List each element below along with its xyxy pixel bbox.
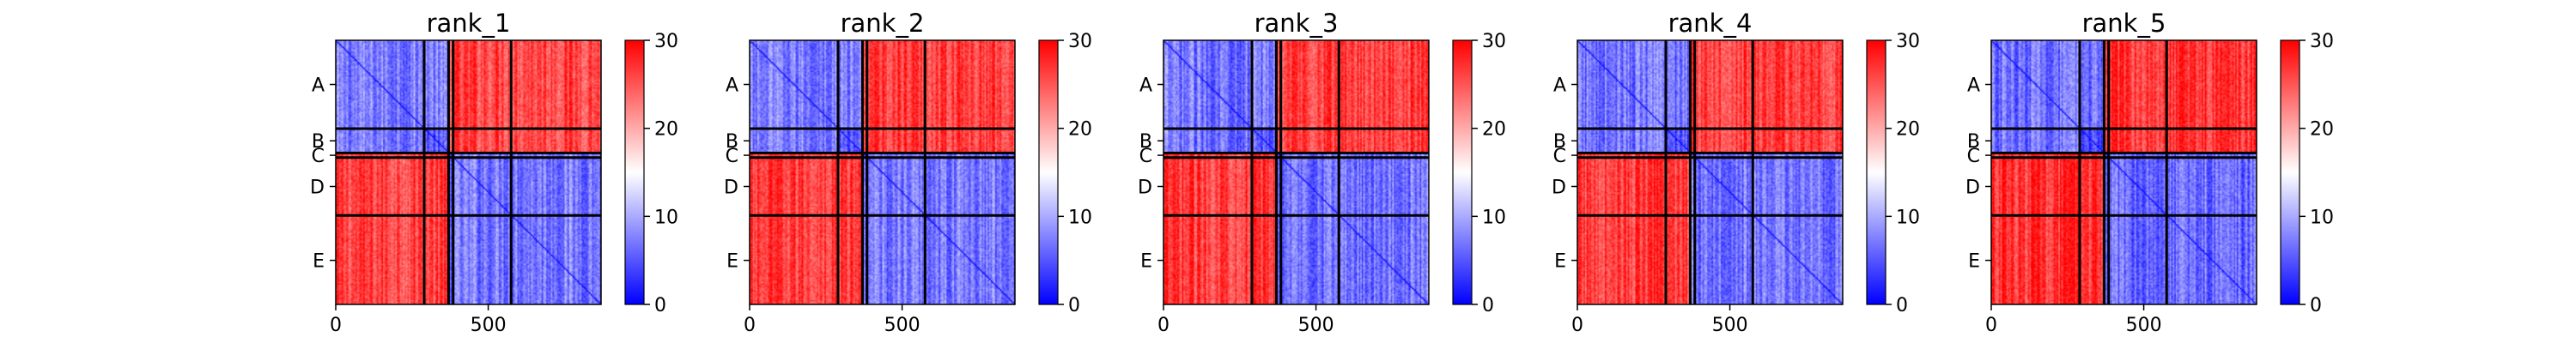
panel-title: rank_4 (1668, 9, 1753, 38)
y-group-label: E (1140, 251, 1152, 273)
colorbar-tick-label: 10 (1482, 207, 1506, 228)
y-group-label: B (1967, 131, 1980, 153)
y-group-label: E (313, 251, 325, 273)
x-tick-label: 500 (1712, 315, 1748, 336)
colorbar-tick-label: 0 (1068, 295, 1080, 316)
x-tick-label: 0 (1985, 315, 1997, 336)
y-group-label: A (1553, 75, 1566, 96)
y-group-label: E (1968, 251, 1980, 273)
y-group-label: C (1139, 146, 1152, 167)
colorbar-tick-label: 20 (654, 119, 678, 141)
colorbar (624, 39, 645, 305)
colorbar (2280, 39, 2300, 305)
colorbar-tick-label: 10 (654, 207, 678, 228)
y-group-label: A (1967, 75, 1980, 96)
colorbar-tick-label: 10 (1896, 207, 1920, 228)
heatmap-image (336, 40, 601, 304)
panel-title: rank_3 (1255, 9, 1339, 38)
colorbar-tick-label: 20 (2310, 119, 2334, 141)
colorbar (1866, 39, 1886, 305)
y-group-label: D (1965, 177, 1980, 198)
y-group-label: B (1139, 131, 1152, 153)
x-tick-label: 0 (1571, 315, 1583, 336)
colorbar-tick-label: 10 (1068, 207, 1092, 228)
y-group-label: B (726, 131, 738, 153)
y-group-label: A (312, 75, 325, 96)
x-tick-label: 500 (471, 315, 507, 336)
panel-4: rank_4 A BCD E 0 500 0 10 20 30 (1552, 9, 1920, 336)
y-group-label: C (726, 146, 738, 167)
colorbar-tick-label: 0 (1482, 295, 1494, 316)
y-group-label: D (1138, 177, 1152, 198)
panel-5: rank_5 A BCD E 0 500 0 10 20 30 (1965, 9, 2334, 336)
x-tick-label: 500 (2126, 315, 2162, 336)
heatmap-image (1163, 40, 1429, 304)
x-tick-label: 0 (744, 315, 756, 336)
y-group-label: B (1553, 131, 1566, 153)
y-group-label: D (1552, 177, 1566, 198)
heatmap-image (1577, 40, 1843, 304)
colorbar (1452, 39, 1473, 305)
y-group-label: C (1553, 146, 1566, 167)
y-group-label: A (1139, 75, 1152, 96)
colorbar-tick-label: 0 (2310, 295, 2322, 316)
y-group-label: C (312, 146, 325, 167)
colorbar-tick-label: 30 (1068, 31, 1092, 52)
colorbar-tick-label: 0 (1896, 295, 1908, 316)
panel-1: rank_1 A BCD E 0 500 0 10 20 30 (310, 9, 678, 336)
x-tick-label: 500 (1298, 315, 1334, 336)
colorbar (1038, 39, 1059, 305)
plot-frame (749, 39, 1016, 305)
y-group-label: A (726, 75, 738, 96)
colorbar-tick-label: 20 (1482, 119, 1506, 141)
y-group-label: B (312, 131, 325, 153)
y-group-label: D (724, 177, 738, 198)
plot-frame (1163, 39, 1430, 305)
y-group-label: C (1967, 146, 1980, 167)
panel-title: rank_1 (427, 9, 511, 38)
panel-title: rank_2 (841, 9, 925, 38)
heatmap-image (1991, 40, 2257, 304)
panel-2: rank_2 A BCD E 0 500 0 10 20 30 (724, 9, 1092, 336)
y-group-label: D (310, 177, 325, 198)
x-tick-label: 500 (884, 315, 920, 336)
heatmap-image (750, 40, 1015, 304)
colorbar-tick-label: 30 (1896, 31, 1920, 52)
plot-frame (1577, 39, 1844, 305)
panel-3: rank_3 A BCD E 0 500 0 10 20 30 (1138, 9, 1506, 336)
colorbar-tick-label: 20 (1896, 119, 1920, 141)
colorbar-tick-label: 20 (1068, 119, 1092, 141)
x-tick-label: 0 (330, 315, 342, 336)
colorbar-tick-label: 30 (2310, 31, 2334, 52)
panel-title: rank_5 (2082, 9, 2166, 38)
colorbar-tick-label: 30 (654, 31, 678, 52)
x-tick-label: 0 (1157, 315, 1170, 336)
y-group-label: E (726, 251, 738, 273)
colorbar-tick-label: 0 (654, 295, 666, 316)
plot-frame (1990, 39, 2257, 305)
y-group-label: E (1554, 251, 1566, 273)
colorbar-tick-label: 30 (1482, 31, 1506, 52)
colorbar-tick-label: 10 (2310, 207, 2334, 228)
plot-frame (335, 39, 602, 305)
